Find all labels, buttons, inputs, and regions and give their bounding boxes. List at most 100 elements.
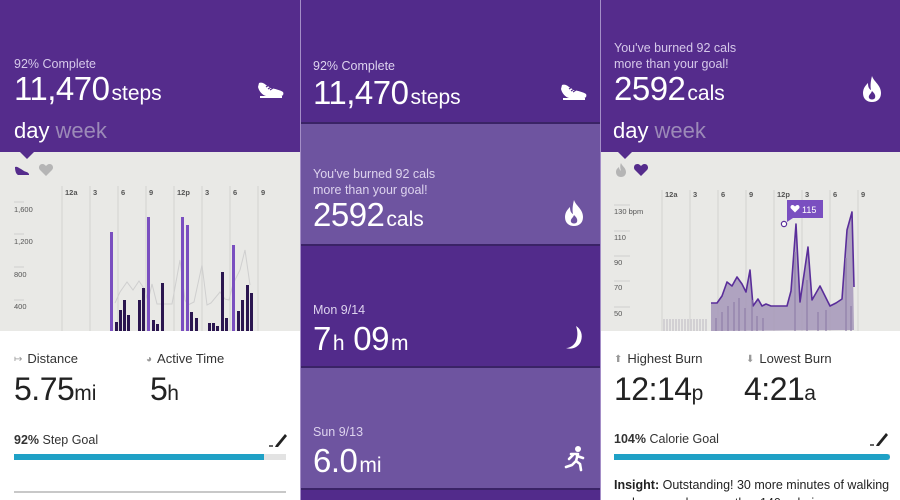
calorie-goal-progress [614,454,890,460]
calories-value: 2592cals [614,70,725,108]
svg-text:90: 90 [614,258,622,267]
shoe-toggle-icon[interactable] [14,162,30,178]
calories-tile-value: 2592cals [313,196,424,234]
tab-pointer [616,150,634,159]
calories-tile[interactable]: You've burned 92 cals more than your goal… [301,124,600,246]
summary-panel: 92% Complete 11,470steps You've burned 9… [300,0,600,500]
steps-tile-number: 11,470 [313,74,409,111]
shoe-icon [258,82,284,98]
run-tile[interactable]: Sun 9/13 6.0mi [301,368,600,490]
sleep-tile-value: 7h 09m [313,320,408,358]
step-goal-text: Step Goal [42,433,99,447]
run-distance: 6.0 [313,442,358,479]
range-tabs: day week [613,118,706,144]
highest-burn-label: ⬆ Highest Burn [614,351,703,366]
distance-number: 5.75 [14,371,75,407]
calories-unit: cals [687,82,725,105]
lowest-burn-time: 4:21 [744,371,805,407]
distance-value: 5.75mi [14,371,96,408]
distance-label-text: Distance [27,351,78,366]
flame-toggle-icon[interactable] [613,162,629,178]
arrow-down-icon: ⬇ [746,354,755,365]
svg-text:6: 6 [721,190,725,199]
calories-number: 2592 [614,70,686,107]
pencil-icon[interactable] [869,429,889,447]
lowest-burn-text: Lowest Burn [759,351,832,366]
svg-text:9: 9 [261,188,265,197]
calorie-goal-text: Calorie Goal [649,432,719,446]
active-time-unit: h [167,382,179,405]
calories-header: You've burned 92 cals more than your goal… [601,0,900,152]
calorie-goal-progress-fill [614,454,890,460]
sleep-hours: 7 [313,320,331,357]
svg-text:3: 3 [93,188,97,197]
svg-text:6: 6 [121,188,125,197]
svg-text:12a: 12a [65,188,78,197]
heart-toggle-icon[interactable] [38,162,54,178]
calories-tile-number: 2592 [313,196,385,233]
active-time-label: ◕ Active Time [146,351,224,366]
tab-day[interactable]: day [613,118,649,143]
svg-text:9: 9 [149,188,153,197]
svg-text:12p: 12p [177,188,190,197]
sleep-tile[interactable]: Mon 9/14 7h 09m [301,246,600,368]
heart-toggle-icon[interactable] [633,162,649,178]
tab-day[interactable]: day [14,118,50,143]
svg-text:130 bpm: 130 bpm [614,207,643,216]
insight-text: Insight: Outstanding! 30 more minutes of… [614,476,894,500]
divider [14,491,286,493]
calories-panel: You've burned 92 cals more than your goal… [600,0,900,500]
step-goal-label: 92% Step Goal [14,433,98,447]
steps-tile-unit: steps [410,86,461,109]
steps-chart-svg: 12a 3 6 9 12p 3 6 9 1,600 1,200 800 400 [14,186,265,331]
step-goal-progress [14,454,286,460]
steps-stats: ↦ Distance 5.75mi ◕ Active Time 5h 92% Ste… [0,331,300,500]
calories-message: You've burned 92 cals more than your goal… [614,40,736,72]
svg-text:1,200: 1,200 [14,237,33,246]
svg-text:9: 9 [749,190,753,199]
calories-stats: ⬆ Highest Burn 12:14p ⬇ Lowest Burn 4:21a … [601,331,900,500]
calories-tile-message: You've burned 92 cals more than your goal… [313,166,435,198]
run-tile-value: 6.0mi [313,442,382,480]
tooltip-value: 115 [802,205,816,215]
sleep-hours-unit: h [332,332,345,355]
svg-text:110: 110 [614,233,626,242]
tab-week[interactable]: week [55,118,107,143]
calorie-goal-percent: 104% [614,432,646,446]
insight-label: Insight: [614,478,660,492]
svg-text:6: 6 [233,188,237,197]
stopwatch-icon: ◕ [146,354,153,365]
moon-icon [566,326,582,349]
svg-text:400: 400 [14,302,27,311]
svg-text:70: 70 [614,283,622,292]
pencil-icon[interactable] [268,430,288,448]
calories-tile-line2: more than your goal! [313,183,428,197]
steps-value: 11,470steps [14,70,162,108]
next-tile-edge [301,490,600,500]
tab-pointer [18,150,36,159]
steps-header: 92% Complete 11,470steps day week [0,0,300,152]
active-time-value: 5h [150,371,179,408]
steps-unit: steps [111,82,162,105]
active-time-label-text: Active Time [157,351,225,366]
insight-body: Outstanding! 30 more minutes of walking … [614,478,890,500]
heart-rate-chart: 12a 3 6 9 12p 3 6 9 130 bpm 110 90 70 50 [601,152,900,331]
svg-text:12a: 12a [665,190,678,199]
sleep-minutes-unit: m [390,332,409,355]
calories-message-line2: more than your goal! [614,57,729,71]
svg-text:1,600: 1,600 [14,205,33,214]
distance-unit: mi [74,382,97,405]
calorie-goal-label: 104% Calorie Goal [614,432,719,446]
svg-text:12p: 12p [777,190,790,199]
steps-number: 11,470 [14,70,110,107]
step-goal-percent: 92% [14,433,40,447]
steps-chart: 12a 3 6 9 12p 3 6 9 1,600 1,200 800 400 [0,152,300,331]
steps-tile[interactable]: 92% Complete 11,470steps [301,0,600,124]
calories-tile-line1: You've burned 92 cals [313,167,436,181]
highest-burn-ampm: p [691,382,704,405]
tab-week[interactable]: week [654,118,706,143]
highest-burn-text: Highest Burn [627,351,703,366]
svg-text:9: 9 [861,190,865,199]
lowest-burn-ampm: a [804,382,816,405]
steps-tile-value: 11,470steps [313,74,461,112]
